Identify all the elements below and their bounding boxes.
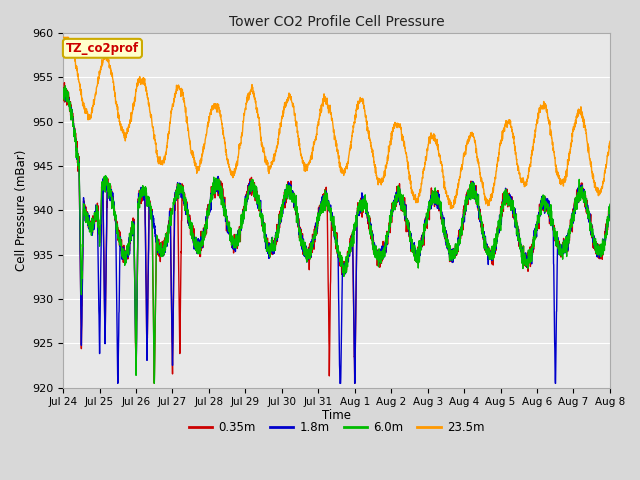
Y-axis label: Cell Pressure (mBar): Cell Pressure (mBar) (15, 150, 28, 271)
Title: Tower CO2 Profile Cell Pressure: Tower CO2 Profile Cell Pressure (228, 15, 444, 29)
Legend: 0.35m, 1.8m, 6.0m, 23.5m: 0.35m, 1.8m, 6.0m, 23.5m (184, 416, 489, 439)
X-axis label: Time: Time (322, 409, 351, 422)
Text: TZ_co2prof: TZ_co2prof (66, 42, 139, 55)
